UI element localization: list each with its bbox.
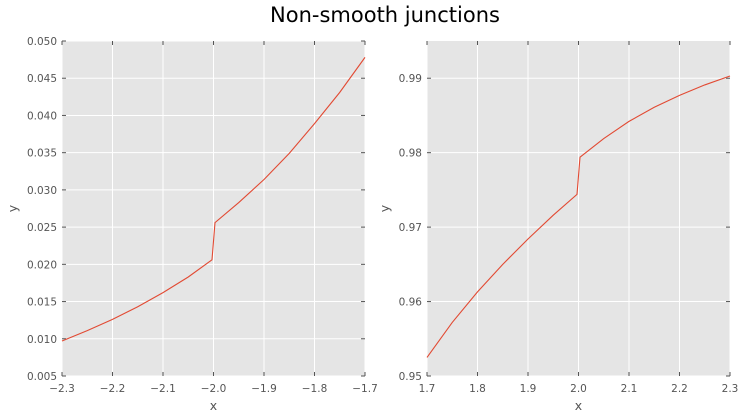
x-tick-label: −2.3 [49, 383, 75, 395]
x-axis-label: x [575, 398, 582, 413]
x-tick-label: −2.2 [100, 383, 126, 395]
y-tick-label: 0.020 [27, 259, 57, 271]
y-tick-label: 0.050 [27, 36, 57, 48]
y-tick-label: 0.040 [27, 110, 57, 122]
x-tick-label: 2.0 [570, 383, 587, 395]
x-tick-label: −2.0 [201, 383, 227, 395]
y-tick-label: 0.010 [27, 334, 57, 346]
x-tick-label: 2.1 [621, 383, 638, 395]
x-tick-label: −2.1 [150, 383, 176, 395]
y-tick-label: 0.045 [27, 73, 57, 85]
y-tick-label: 0.99 [399, 73, 422, 85]
x-axis-label: x [210, 398, 217, 413]
y-axis-label: y [5, 204, 20, 212]
x-tick-label: −1.9 [251, 383, 277, 395]
chart-panel-1: −2.3 −2.2 −2.1 −2.0 −1.9 −1.8 −1.7 0.005 0.010 0.… [5, 36, 378, 413]
y-tick-label: 0.95 [399, 371, 422, 383]
y-tick-label: 0.97 [399, 222, 422, 234]
x-tick-label: 2.2 [671, 383, 688, 395]
y-tick-label: 0.025 [27, 222, 57, 234]
y-tick-label: 0.030 [27, 185, 57, 197]
series-line [426, 75, 731, 358]
x-tick-label: 2.3 [722, 383, 739, 395]
y-tick-label: 0.015 [27, 297, 57, 309]
x-tick-label: −1.8 [302, 383, 328, 395]
x-tick-label: 1.7 [419, 383, 436, 395]
y-tick-label: 0.005 [27, 371, 57, 383]
figure-title: Non-smooth junctions [270, 3, 500, 27]
y-tick-label: 0.96 [399, 297, 423, 309]
chart-panel-2: 1.7 1.8 1.9 2.0 2.1 2.2 2.3 0.95 0.96 0.97 0.98 0.9… [377, 41, 738, 413]
y-tick-label: 0.035 [27, 148, 57, 160]
series-line [61, 57, 366, 342]
chart-panels: −2.3 −2.2 −2.1 −2.0 −1.9 −1.8 −1.7 0.005 0.010 0.… [5, 36, 738, 413]
x-tick-label: 1.9 [520, 383, 537, 395]
y-tick-label: 0.98 [399, 148, 422, 160]
x-tick-label: 1.8 [469, 383, 486, 395]
y-axis-label: y [377, 204, 392, 212]
x-tick-label: −1.7 [352, 383, 378, 395]
